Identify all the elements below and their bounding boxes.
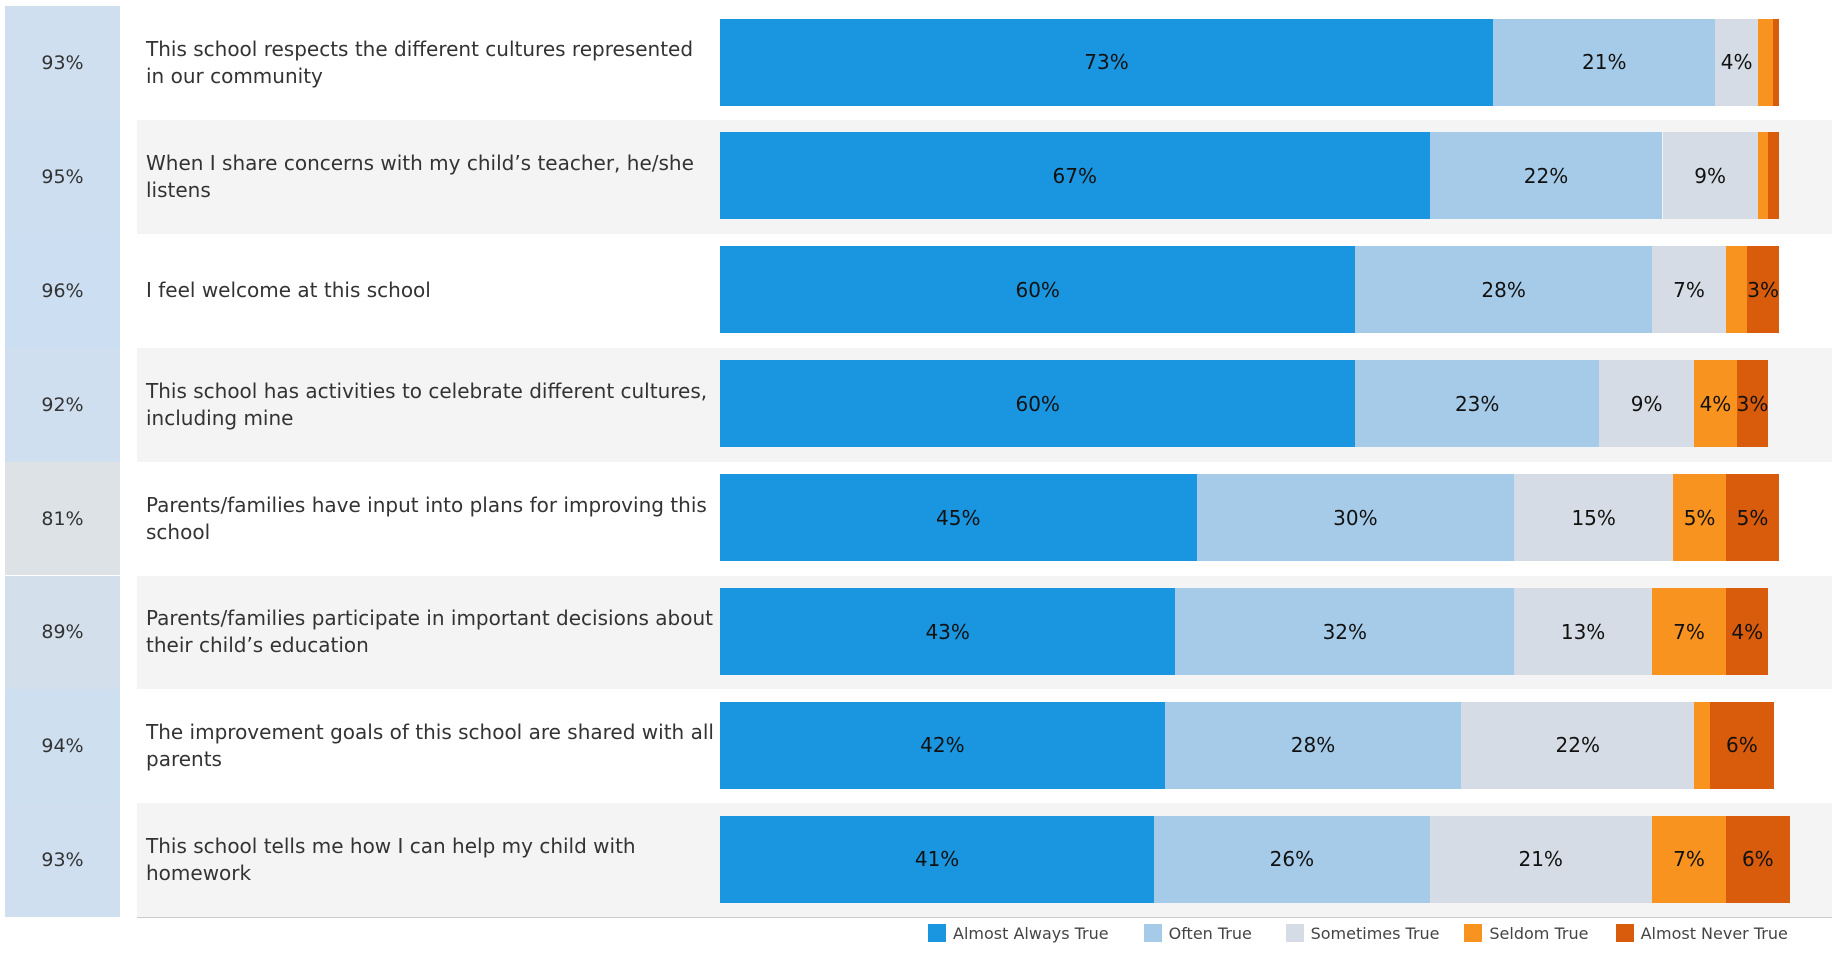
question-label: I feel welcome at this school [146,278,431,303]
favorable-cell: 93% [5,6,120,120]
question-label: This school has activities to celebrate … [146,378,708,430]
bar-segment: 30% [1196,474,1515,562]
legend-item: Often True [1143,921,1252,945]
legend-label: Almost Always True [953,923,1109,943]
bar-segment: 9% [1598,360,1695,448]
bar-segment: 73% [720,18,1494,106]
bar-segment: 32% [1175,588,1515,675]
bar-segment: 4% [1715,18,1758,106]
bar-segment: 28% [1355,246,1652,334]
bar-segment: 41% [720,815,1155,903]
favorable-cell: 89% [5,575,120,690]
bar-segment: 7% [1651,246,1727,334]
legend-item: Almost Always True [928,921,1109,945]
bar-segment: 28% [1164,701,1462,789]
bar-segment: 67% [720,132,1430,220]
bar-segment: 13% [1514,588,1652,675]
favorable-cell: 95% [5,119,120,234]
favorable-cell: 94% [5,689,120,804]
bar-segment: 7% [1651,588,1727,675]
legend-label: Seldom True [1489,923,1589,943]
favorable-cell: 96% [5,233,120,348]
bar-segment: 7% [1651,815,1727,903]
legend-label: Almost Never True [1640,923,1788,943]
favorable-cell: 81% [5,461,120,576]
legend-label: Sometimes True [1310,923,1440,943]
bar-segment: 26% [1154,815,1430,903]
bar-segment: 5% [1673,474,1727,562]
bar-segment [1757,18,1773,106]
question-label: The improvement goals of this school are… [146,720,714,772]
legend-swatch [1285,924,1304,942]
bar-segment [1694,701,1711,789]
legend-swatch [1615,924,1634,942]
bar-segment: 3% [1736,360,1769,448]
bar-segment: 60% [720,246,1356,334]
bar-segment: 45% [720,474,1197,562]
legend-item: Almost Never True [1615,921,1788,945]
bar-segment: 22% [1461,701,1695,789]
bar-segment [1726,246,1748,334]
favorable-cell: 93% [5,803,120,918]
bar-segment: 21% [1429,815,1652,903]
bar-segment [1757,132,1769,220]
bar-segment: 4% [1726,588,1769,675]
bar-segment: 42% [720,701,1165,789]
bar-segment: 21% [1493,18,1716,106]
bar-segment: 60% [720,360,1356,448]
question-label: Parents/families have input into plans f… [146,492,707,544]
question-label: This school tells me how I can help my c… [146,834,636,886]
bar-segment: 6% [1710,701,1774,789]
bar-segment: 22% [1429,132,1663,220]
bar-segment: 4% [1694,360,1737,448]
bar-segment: 9% [1662,132,1758,220]
legend-swatch [1464,924,1483,942]
favorable-cell: 92% [5,347,120,462]
bar-segment: 6% [1726,815,1790,903]
legend-item: Sometimes True [1285,921,1440,945]
bar-segment: 43% [720,588,1176,675]
question-label: Parents/families participate in importan… [146,606,713,658]
question-label: This school respects the different cultu… [146,36,694,88]
bar-segment: 5% [1726,474,1779,562]
bottom-border [137,917,1832,919]
legend-swatch [928,924,946,942]
bar-segment [1768,132,1779,220]
bar-segment: 15% [1514,474,1674,562]
legend-swatch [1143,924,1162,942]
bar-segment [1772,18,1779,106]
legend-label: Often True [1168,923,1252,943]
bar-segment: 23% [1355,360,1599,448]
question-label: When I share concerns with my child’s te… [146,150,694,202]
legend-item: Seldom True [1464,921,1588,945]
bar-segment: 3% [1747,246,1779,334]
